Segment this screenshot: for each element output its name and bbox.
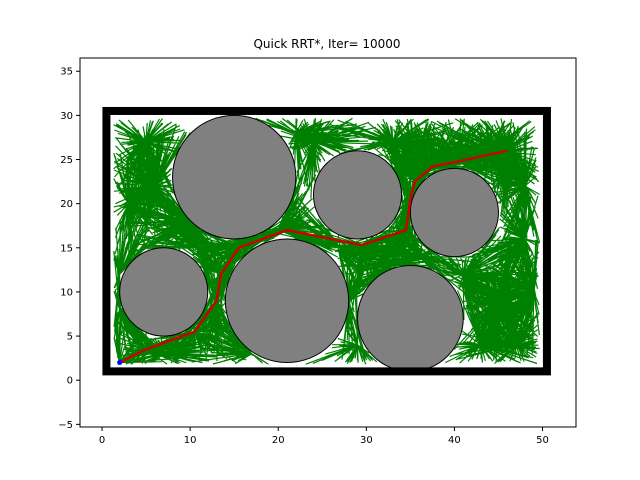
y-tick-label: 35 <box>60 67 73 78</box>
y-tick-label: 5 <box>67 332 73 343</box>
obstacles <box>119 114 499 372</box>
obstacle-circle-3 <box>409 167 499 258</box>
axes-frame <box>79 57 577 428</box>
obstacle-circle-1 <box>172 114 297 240</box>
workspace-boundary <box>102 106 551 376</box>
x-tick-label: 20 <box>272 435 285 446</box>
y-tick-label: 15 <box>60 243 73 254</box>
x-tick-label: 10 <box>184 435 197 446</box>
x-tick-label: 40 <box>448 435 461 446</box>
obstacle-circle-2 <box>312 150 403 240</box>
y-tick-label: 10 <box>60 287 73 298</box>
y-axis: −5 0 5 10 15 20 25 30 35 <box>58 67 80 431</box>
path-line <box>119 149 508 364</box>
x-tick-label: 0 <box>99 435 105 446</box>
obstacle-circle-5 <box>224 238 350 364</box>
start-marker <box>117 360 123 366</box>
rrt-tree <box>113 117 541 365</box>
obstacle-circle-4 <box>119 247 209 337</box>
x-axis: 0 10 20 30 40 50 <box>99 427 549 446</box>
obstacle-circle-6 <box>357 264 464 372</box>
plot-area <box>102 106 551 376</box>
y-tick-label: 0 <box>67 376 73 387</box>
y-tick-label: 25 <box>60 155 73 166</box>
chart-title: Quick RRT*, Iter= 10000 <box>253 37 400 51</box>
x-tick-label: 50 <box>536 435 549 446</box>
tree-edges <box>113 117 541 365</box>
x-tick-label: 30 <box>360 435 373 446</box>
boundary-wall <box>102 106 551 376</box>
solution-path <box>117 149 508 366</box>
y-tick-label: 20 <box>60 199 73 210</box>
y-tick-label: 30 <box>60 111 73 122</box>
y-tick-label: −5 <box>58 420 73 431</box>
